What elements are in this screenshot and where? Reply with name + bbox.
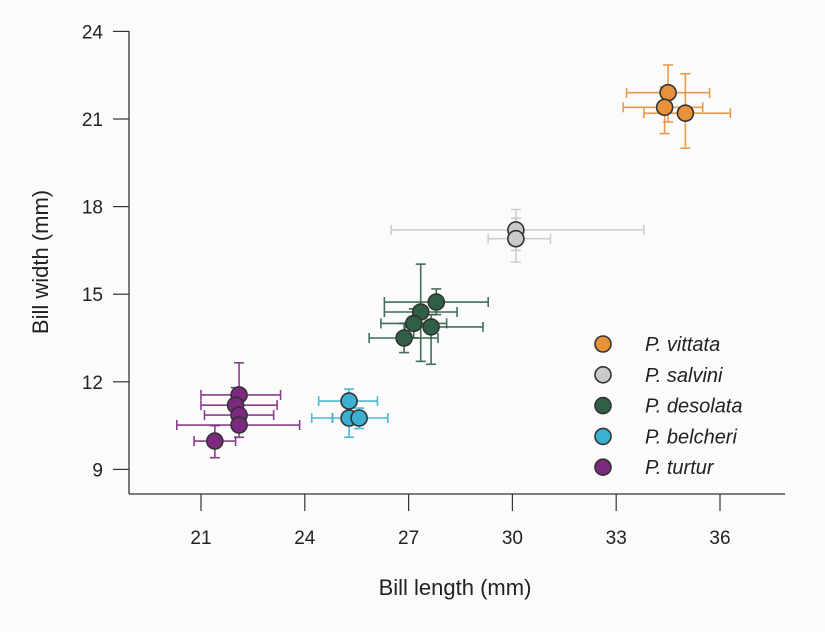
legend-marker	[594, 458, 612, 477]
data-point	[676, 104, 695, 122]
legend-label: P. turtur	[645, 457, 715, 479]
x-tick-label: 30	[502, 528, 523, 549]
data-point	[422, 318, 440, 336]
y-tick-label: 15	[82, 285, 103, 306]
data-point	[350, 409, 368, 427]
legend-label: P. vittata	[645, 334, 720, 356]
data-point	[230, 416, 248, 434]
data-point	[507, 229, 525, 248]
y-tick-label: 12	[82, 373, 103, 394]
error-bars	[193, 424, 237, 459]
data-point	[206, 432, 224, 450]
y-tick-label: 21	[82, 110, 103, 131]
data-point	[340, 392, 358, 410]
x-axis-label: Bill length (mm)	[379, 575, 532, 600]
legend-marker	[594, 427, 612, 446]
x-tick-label: 21	[190, 528, 211, 549]
legend-label: P. salvini	[645, 365, 723, 387]
axes: 21 24 27 30 33 36 9 12 15 18 21 24	[82, 22, 785, 549]
legend-marker	[594, 365, 612, 384]
x-tick-label: 33	[606, 528, 627, 549]
data-point	[395, 329, 413, 347]
data-point	[427, 293, 446, 311]
legend: P. vittata P. salvini P. desolata P. belche…	[594, 334, 743, 479]
legend-label: P. desolata	[645, 396, 743, 418]
data-point	[404, 314, 423, 333]
legend-marker	[594, 396, 612, 415]
data-point	[655, 98, 674, 117]
y-tick-label: 24	[82, 22, 104, 43]
y-tick-label: 18	[82, 198, 103, 219]
x-tick-label: 24	[294, 528, 316, 549]
x-tick-label: 36	[709, 528, 730, 549]
x-tick-label: 27	[398, 528, 419, 549]
legend-marker	[594, 335, 612, 353]
data-marks	[175, 64, 732, 459]
data-point	[659, 83, 677, 102]
legend-label: P. belcheri	[645, 426, 737, 448]
y-tick-label: 9	[92, 460, 103, 481]
y-axis-label: Bill width (mm)	[28, 190, 53, 334]
